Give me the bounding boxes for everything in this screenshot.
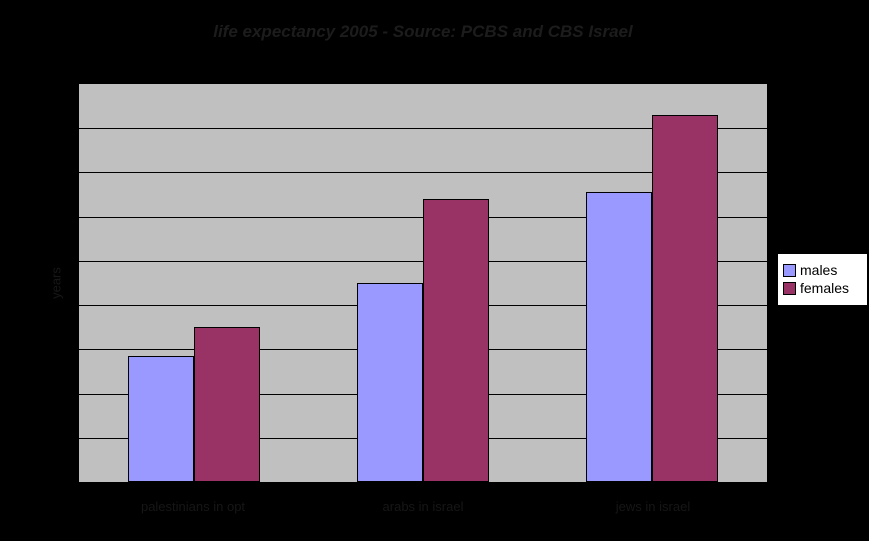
bar-males-palestinians-in-opt: [127, 356, 194, 482]
bar-females-arabs-in-israel: [423, 199, 489, 482]
legend: males females: [777, 253, 868, 306]
bar-males-arabs-in-israel: [357, 283, 423, 482]
legend-label-females: females: [800, 280, 850, 296]
x-axis-label-jews-in-israel: jews in israel: [615, 499, 691, 514]
legend-item-males: males: [783, 262, 862, 278]
females-color-swatch: [783, 281, 796, 295]
legend-item-females: females: [783, 280, 862, 296]
bar-males-jews-in-israel: [586, 192, 653, 482]
legend-label-males: males: [800, 262, 838, 278]
gridline: [79, 128, 767, 130]
chart-title: life expectancy 2005 - Source: PCBS and …: [213, 22, 633, 41]
plot-area: [78, 83, 768, 483]
bar-females-palestinians-in-opt: [193, 327, 260, 482]
males-color-swatch: [783, 263, 796, 277]
y-axis-label: years: [48, 267, 64, 299]
bar-females-jews-in-israel: [652, 115, 719, 482]
gridline: [79, 172, 767, 174]
x-axis-label-arabs-in-israel: arabs in israel: [382, 499, 464, 514]
x-axis-label-palestinians-in-opt: palestinians in opt: [140, 499, 246, 514]
